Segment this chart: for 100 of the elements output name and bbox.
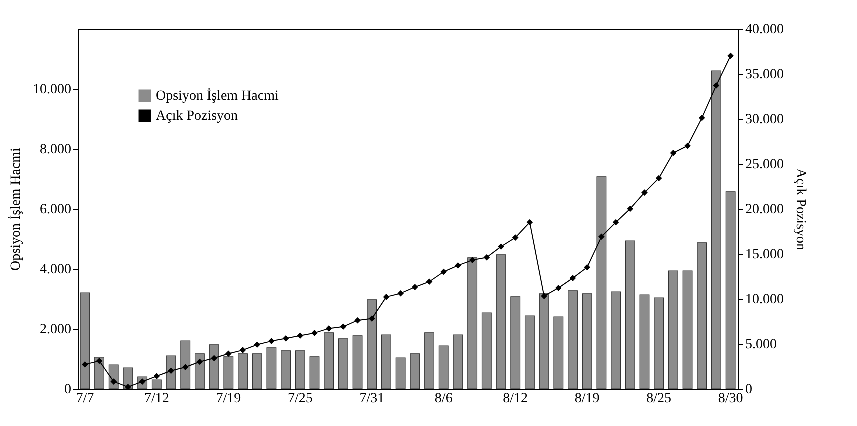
point [82, 362, 88, 368]
point [340, 324, 347, 330]
bar [180, 340, 191, 390]
y2-tick-label: 35.000 [746, 68, 784, 82]
bar [668, 270, 678, 390]
point [196, 358, 204, 366]
bar [295, 350, 306, 390]
bar [640, 294, 650, 390]
point [469, 257, 476, 264]
point [426, 278, 433, 286]
point [96, 358, 103, 364]
y2-tick-label: 30.000 [746, 112, 784, 128]
y-tick-label: 0 [64, 382, 72, 398]
point [383, 294, 390, 300]
point [440, 268, 448, 276]
point [368, 316, 376, 322]
point [211, 355, 218, 362]
bar [324, 332, 334, 390]
bar [194, 354, 205, 390]
bar [166, 356, 176, 390]
point [154, 373, 160, 380]
point [570, 275, 576, 282]
bar [410, 354, 420, 390]
bar [510, 296, 521, 390]
bar [524, 316, 535, 390]
y2-tick-label: 10.000 [746, 292, 784, 308]
point [412, 284, 418, 290]
point [713, 82, 720, 89]
bar [712, 70, 722, 390]
point [254, 342, 261, 348]
bar [281, 350, 292, 390]
bar [252, 354, 262, 390]
point [656, 175, 662, 182]
bar [539, 294, 550, 390]
bar [496, 254, 506, 390]
y-tick-label: 2.000 [40, 322, 72, 338]
bar [424, 332, 434, 390]
x-tick-label: 8/25 [646, 392, 672, 406]
bar [80, 292, 90, 390]
y2-tick-label: 15.000 [746, 248, 784, 262]
bar [367, 300, 378, 390]
legend-label: Açık Pozisyon [156, 109, 238, 124]
point [498, 244, 504, 250]
point [526, 219, 534, 226]
x-tick-label: 8/30 [718, 392, 744, 406]
point [282, 335, 290, 342]
point [484, 254, 490, 261]
point [555, 285, 562, 292]
bar [697, 242, 708, 390]
bar [209, 344, 220, 390]
bar [682, 270, 693, 390]
y2-tick-label: 20.000 [746, 202, 784, 218]
point [168, 368, 174, 374]
point [326, 326, 332, 332]
bar [224, 356, 234, 390]
x-tick-label: 7/19 [216, 392, 242, 406]
y-tick-label: 4.000 [40, 262, 72, 278]
bar [152, 380, 162, 390]
point [125, 384, 132, 390]
point [268, 338, 275, 344]
y2-tick-label: 40.000 [746, 22, 784, 38]
point [684, 142, 691, 150]
point [182, 364, 189, 371]
legend-label: Opsiyon İşlem Hacmi [156, 88, 279, 104]
bar [554, 316, 564, 390]
point [455, 262, 462, 269]
x-tick-label: 7/25 [288, 392, 313, 406]
bar [338, 338, 348, 390]
x-tick-label: 8/19 [574, 392, 600, 406]
point [110, 378, 118, 385]
point [240, 347, 246, 354]
bar [726, 192, 736, 390]
bar [310, 356, 320, 390]
bar [266, 348, 277, 390]
x-tick-label: 7/31 [360, 392, 385, 406]
y2-axis-title: Açık Pozisyon [793, 168, 808, 251]
bar [382, 334, 392, 390]
bar [352, 336, 363, 390]
bar [238, 354, 248, 390]
x-tick-label: 8/6 [434, 392, 453, 406]
bar [582, 294, 592, 390]
y-tick-label: 10.000 [33, 82, 72, 98]
point [541, 293, 548, 300]
point [225, 350, 232, 358]
bar [611, 292, 622, 390]
point [670, 150, 677, 156]
bar [468, 258, 478, 390]
bar [453, 334, 464, 390]
y-axis-title: Opsiyon İşlem Hacmi [8, 148, 24, 271]
bar [482, 312, 492, 390]
point [598, 234, 605, 240]
bar [438, 346, 449, 390]
bar [568, 290, 578, 390]
point [297, 332, 304, 340]
point [698, 114, 706, 122]
point [512, 234, 519, 241]
bar [654, 298, 664, 390]
y2-tick-label: 5.000 [746, 338, 777, 352]
y2-tick-label: 0 [746, 382, 752, 398]
y-tick-label: 6.000 [40, 202, 72, 218]
